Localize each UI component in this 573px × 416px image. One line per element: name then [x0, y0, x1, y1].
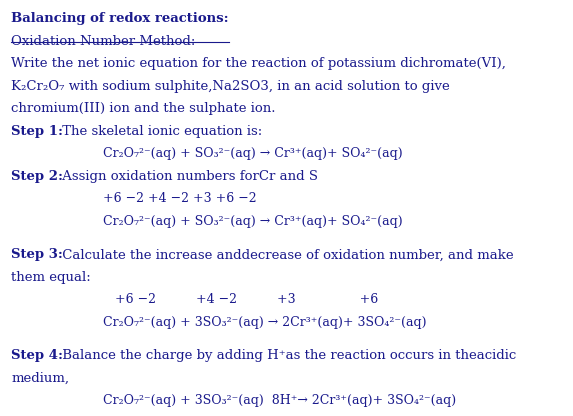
Text: Step 1:: Step 1: [11, 125, 64, 138]
Text: Cr₂O₇²⁻(aq) + SO₃²⁻(aq) → Cr³⁺(aq)+ SO₄²⁻(aq): Cr₂O₇²⁻(aq) + SO₃²⁻(aq) → Cr³⁺(aq)+ SO₄²… [103, 147, 403, 160]
Text: them equal:: them equal: [11, 271, 91, 284]
Text: Balancing of redox reactions:: Balancing of redox reactions: [11, 12, 229, 25]
Text: +6 −2          +4 −2          +3                +6: +6 −2 +4 −2 +3 +6 [103, 293, 378, 306]
Text: Oxidation Number Method:: Oxidation Number Method: [11, 35, 196, 48]
Text: Step 3:: Step 3: [11, 248, 64, 261]
Text: Cr₂O₇²⁻(aq) + SO₃²⁻(aq) → Cr³⁺(aq)+ SO₄²⁻(aq): Cr₂O₇²⁻(aq) + SO₃²⁻(aq) → Cr³⁺(aq)+ SO₄²… [103, 215, 403, 228]
Text: +6 −2 +4 −2 +3 +6 −2: +6 −2 +4 −2 +3 +6 −2 [103, 192, 257, 205]
Text: Cr₂O₇²⁻(aq) + 3SO₃²⁻(aq) → 2Cr³⁺(aq)+ 3SO₄²⁻(aq): Cr₂O₇²⁻(aq) + 3SO₃²⁻(aq) → 2Cr³⁺(aq)+ 3S… [103, 316, 427, 329]
Text: chromium(III) ion and the sulphate ion.: chromium(III) ion and the sulphate ion. [11, 102, 276, 115]
Text: The skeletal ionic equation is:: The skeletal ionic equation is: [57, 125, 262, 138]
Text: Write the net ionic equation for the reaction of potassium dichromate(VI),: Write the net ionic equation for the rea… [11, 57, 507, 70]
Text: Assign oxidation numbers forCr and S: Assign oxidation numbers forCr and S [57, 170, 317, 183]
Text: Step 2:: Step 2: [11, 170, 64, 183]
Text: Cr₂O₇²⁻(aq) + 3SO₃²⁻(aq)  8H⁺→ 2Cr³⁺(aq)+ 3SO₄²⁻(aq): Cr₂O₇²⁻(aq) + 3SO₃²⁻(aq) 8H⁺→ 2Cr³⁺(aq)+… [103, 394, 456, 407]
Text: Step 4:: Step 4: [11, 349, 64, 362]
Text: K₂Cr₂O₇ with sodium sulphite,Na2SO3, in an acid solution to give: K₂Cr₂O₇ with sodium sulphite,Na2SO3, in … [11, 80, 450, 93]
Text: Balance the charge by adding H⁺as the reaction occurs in theacidic: Balance the charge by adding H⁺as the re… [57, 349, 516, 362]
Text: medium,: medium, [11, 372, 69, 385]
Text: Calculate the increase anddecrease of oxidation number, and make: Calculate the increase anddecrease of ox… [57, 248, 513, 261]
